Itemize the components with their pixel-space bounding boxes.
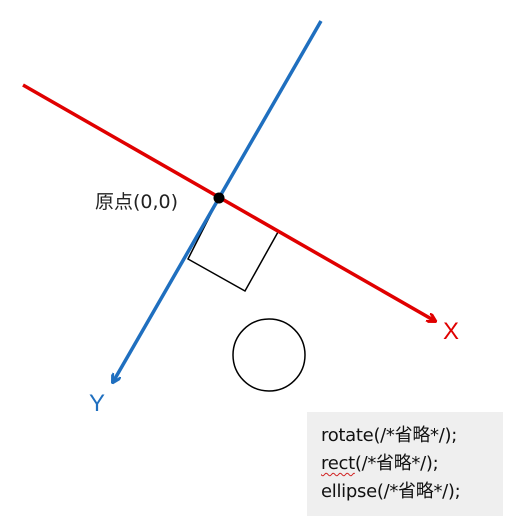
code-box: rotate(/*省略*/); rect(/*省略*/); ellipse(/*…	[307, 412, 503, 516]
code-line-ellipse: ellipse(/*省略*/);	[321, 478, 503, 506]
origin-label: 原点(0,0)	[95, 191, 179, 213]
code-rotate-args: (/*省略*/);	[373, 425, 457, 446]
code-rect-name: rect	[321, 453, 355, 474]
ellipse-shape	[232, 318, 306, 392]
origin-point	[213, 192, 225, 204]
x-axis-line	[22, 83, 435, 321]
code-rotate-name: rotate	[321, 425, 374, 446]
x-axis-label: X	[443, 318, 460, 345]
code-line-rotate: rotate(/*省略*/);	[321, 422, 503, 450]
code-rect-args: (/*省略*/);	[354, 453, 439, 474]
code-ellipse-args: (/*省略*/);	[376, 481, 461, 502]
rotated-rectangle	[187, 196, 280, 293]
y-axis-label: Y	[89, 390, 106, 417]
code-ellipse-name: ellipse	[321, 481, 377, 502]
code-line-rect: rect(/*省略*/);	[321, 450, 503, 478]
